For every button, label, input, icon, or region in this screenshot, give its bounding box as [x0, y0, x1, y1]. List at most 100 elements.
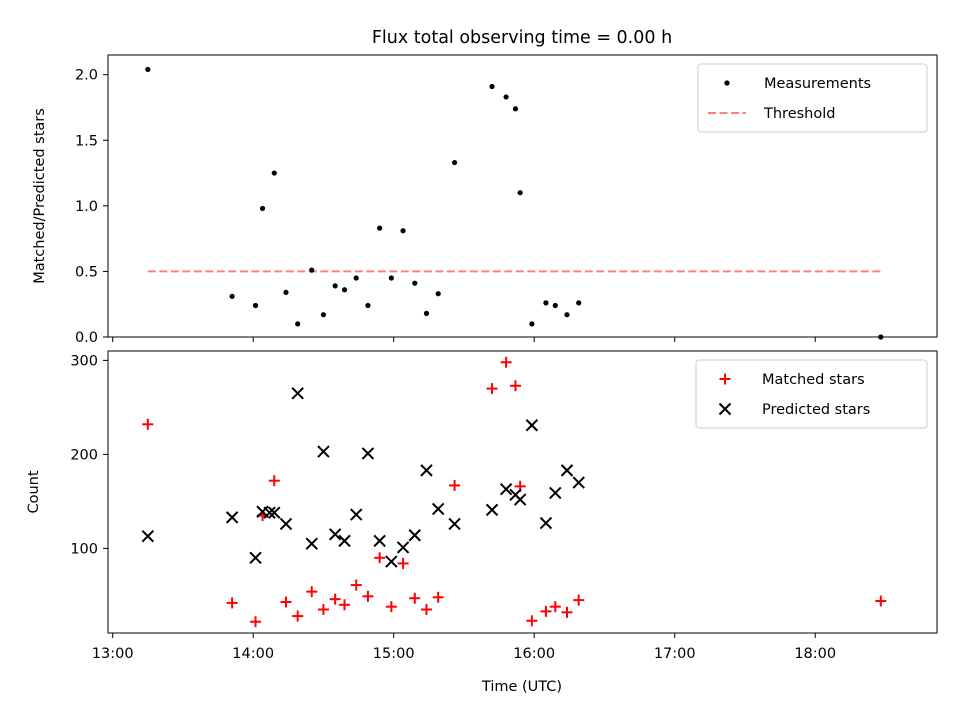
predicted-star-point: [373, 534, 386, 548]
measurement-point: [295, 321, 301, 327]
predicted-star-point: [305, 537, 318, 550]
matched-star-point: [385, 601, 397, 613]
measurement-point: [517, 190, 523, 196]
matched-star-point: [573, 594, 585, 606]
predicted-star-point: [431, 502, 445, 516]
measurement-point: [229, 293, 235, 299]
measurement-point: [400, 228, 406, 234]
predicted-star-point: [291, 387, 304, 400]
matched-star-point: [561, 606, 573, 618]
measurement-point: [341, 287, 348, 293]
matched-star-point: [397, 557, 409, 569]
measurement-point: [259, 205, 266, 212]
matched-star-point: [432, 591, 444, 603]
bottom-xtick-label: 17:00: [654, 646, 696, 662]
predicted-star-point: [263, 506, 276, 519]
legend-plus-swatch: [719, 373, 731, 385]
measurement-point: [529, 321, 535, 327]
matched-star-point: [374, 552, 386, 564]
matched-star-point: [250, 616, 262, 628]
legend-label: Matched stars: [762, 372, 865, 388]
bottom-legend: Matched stars Predicted stars: [695, 359, 928, 429]
matched-star-point: [420, 604, 432, 615]
matched-star-point: [526, 615, 538, 627]
measurement-point: [377, 225, 383, 231]
top-ylabel: Matched/Predicted stars: [32, 108, 48, 284]
matched-star-point: [509, 380, 521, 392]
matched-star-point: [280, 596, 292, 608]
bottom-xtick-label: 18:00: [794, 646, 836, 662]
measurement-point: [283, 289, 289, 296]
top-ytick-label: 1.5: [75, 133, 98, 149]
legend-dot-swatch: [724, 80, 730, 86]
measurement-point: [451, 159, 458, 166]
measurement-point: [489, 83, 495, 90]
matched-star-point: [875, 595, 887, 607]
measurement-point: [365, 302, 371, 309]
matched-star-point: [449, 479, 461, 491]
measurement-point: [878, 334, 884, 340]
bottom-xtick-label: 14:00: [232, 646, 274, 662]
predicted-star-point: [499, 482, 513, 496]
matched-star-point: [329, 593, 341, 605]
predicted-star-point: [572, 476, 585, 489]
top-panel: 0.00.51.01.52.0 Matched/Predicted stars …: [32, 54, 938, 346]
predicted-star-point: [420, 464, 433, 477]
measurement-point: [543, 300, 549, 306]
predicted-star-point: [317, 445, 330, 458]
legend-box: [697, 63, 928, 133]
predicted-star-point: [279, 517, 293, 531]
bottom-plot-frame: [107, 350, 938, 634]
predicted-star-point: [408, 529, 421, 542]
top-plot-frame: [107, 54, 938, 338]
measurement-point: [252, 302, 259, 309]
bottom-xtick-label: 13:00: [92, 646, 134, 662]
bottom-panel: 13:00 14:00 15:00 16:00 17:00 18:00100200300 …: [26, 350, 938, 695]
predicted-star-point: [361, 447, 375, 460]
predicted-star-point: [350, 508, 363, 521]
bottom-xlabel: Time (UTC): [481, 679, 562, 695]
measurement-point: [552, 302, 558, 309]
measurement-point: [145, 66, 151, 73]
matched-star-point: [540, 605, 552, 617]
predicted-star-point: [338, 534, 351, 548]
predicted-star-point: [249, 551, 262, 565]
predicted-star-point: [448, 517, 461, 531]
legend-label: Predicted stars: [762, 402, 870, 418]
chart-title: Flux total observing time = 0.00 h: [372, 28, 672, 48]
legend-box: [695, 359, 928, 429]
legend-x-swatch: [718, 402, 732, 416]
matched-star-point: [306, 586, 318, 598]
measurement-point: [332, 283, 338, 289]
measurement-point: [353, 275, 359, 281]
top-legend: Measurements Threshold: [697, 63, 928, 133]
bottom-xtick-label: 15:00: [373, 646, 415, 662]
bottom-ytick-label: 100: [70, 541, 98, 557]
top-ytick-label: 0.0: [75, 330, 98, 346]
matched-star-point: [409, 592, 421, 604]
predicted-star-point: [396, 541, 410, 554]
predicted-star-point: [560, 464, 574, 477]
measurement-point: [423, 310, 430, 316]
predicted-star-point: [539, 516, 553, 530]
matched-star-point: [350, 579, 362, 591]
measurement-point: [271, 170, 277, 176]
predicted-star-point: [485, 503, 499, 517]
predicted-star-point: [513, 493, 527, 506]
predicted-star-point: [385, 555, 398, 568]
top-ytick-label: 0.5: [75, 264, 98, 280]
top-ytick-label: 2.0: [75, 68, 98, 84]
matched-star-point: [362, 590, 374, 602]
measurement-point: [320, 312, 327, 318]
predicted-star-point: [328, 528, 342, 541]
bottom-ytick-label: 200: [70, 447, 98, 463]
bottom-ytick-label: 300: [70, 353, 98, 369]
matched-star-point: [317, 604, 329, 615]
legend-label: Threshold: [763, 106, 835, 122]
matched-star-point: [339, 599, 351, 611]
legend-label: Measurements: [764, 76, 871, 92]
measurement-point: [388, 275, 394, 281]
matched-star-point: [142, 418, 154, 430]
measurement-point: [503, 94, 509, 100]
matched-star-point: [500, 356, 512, 368]
